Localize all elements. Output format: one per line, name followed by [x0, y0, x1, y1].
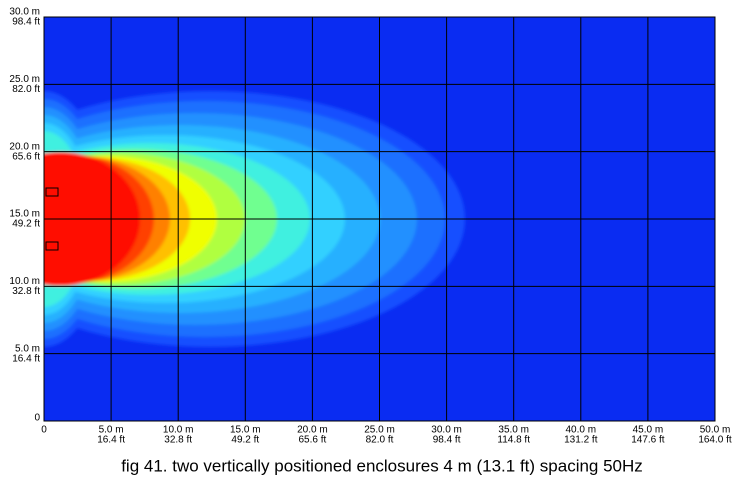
x-tick-label: 25.0 m — [364, 425, 395, 436]
caption: fig 41. two vertically positioned enclos… — [121, 456, 643, 475]
y-tick-label-ft: 65.6 ft — [12, 151, 40, 162]
y-tick-label-ft: 98.4 ft — [12, 17, 40, 28]
x-tick-label: 20.0 m — [297, 425, 328, 436]
x-tick-label: 45.0 m — [633, 425, 664, 436]
x-tick-label: 50.0 m — [700, 425, 731, 436]
x-tick-label: 0 — [41, 425, 47, 436]
x-tick-label-ft: 147.6 ft — [631, 435, 665, 446]
x-tick-label-ft: 164.0 ft — [698, 435, 732, 446]
y-tick-label-ft: 49.2 ft — [12, 219, 40, 230]
x-tick-label-ft: 65.6 ft — [298, 435, 326, 446]
x-tick-label: 15.0 m — [230, 425, 261, 436]
y-tick-label: 30.0 m — [9, 7, 40, 18]
sound-field — [44, 17, 715, 421]
y-tick-label: 5.0 m — [15, 343, 40, 354]
y-tick-label: 10.0 m — [9, 276, 40, 287]
field-contours — [44, 91, 465, 347]
x-tick-label: 30.0 m — [431, 425, 462, 436]
x-tick-label-ft: 131.2 ft — [564, 435, 598, 446]
enclosure — [45, 241, 59, 251]
x-tick-label-ft: 16.4 ft — [97, 435, 125, 446]
x-tick-label: 5.0 m — [99, 425, 124, 436]
x-tick-label: 35.0 m — [498, 425, 529, 436]
x-tick-label: 40.0 m — [566, 425, 597, 436]
enclosure — [45, 187, 59, 197]
x-tick-label-ft: 114.8 ft — [497, 435, 530, 446]
y-tick-label: 20.0 m — [9, 141, 40, 152]
x-tick-label-ft: 98.4 ft — [433, 435, 461, 446]
y-tick-label-ft: 32.8 ft — [12, 286, 40, 297]
x-tick-label-ft: 32.8 ft — [164, 435, 192, 446]
y-tick-label: 15.0 m — [9, 209, 40, 220]
x-tick-label-ft: 82.0 ft — [366, 435, 394, 446]
y-tick-label-ft: 82.0 ft — [12, 84, 40, 95]
y-tick-label: 25.0 m — [9, 74, 40, 85]
x-tick-label: 10.0 m — [163, 425, 194, 436]
y-tick-label: 0 — [34, 413, 40, 424]
y-tick-label-ft: 16.4 ft — [12, 353, 40, 364]
plot-border — [43, 16, 716, 422]
x-tick-label-ft: 49.2 ft — [231, 435, 259, 446]
